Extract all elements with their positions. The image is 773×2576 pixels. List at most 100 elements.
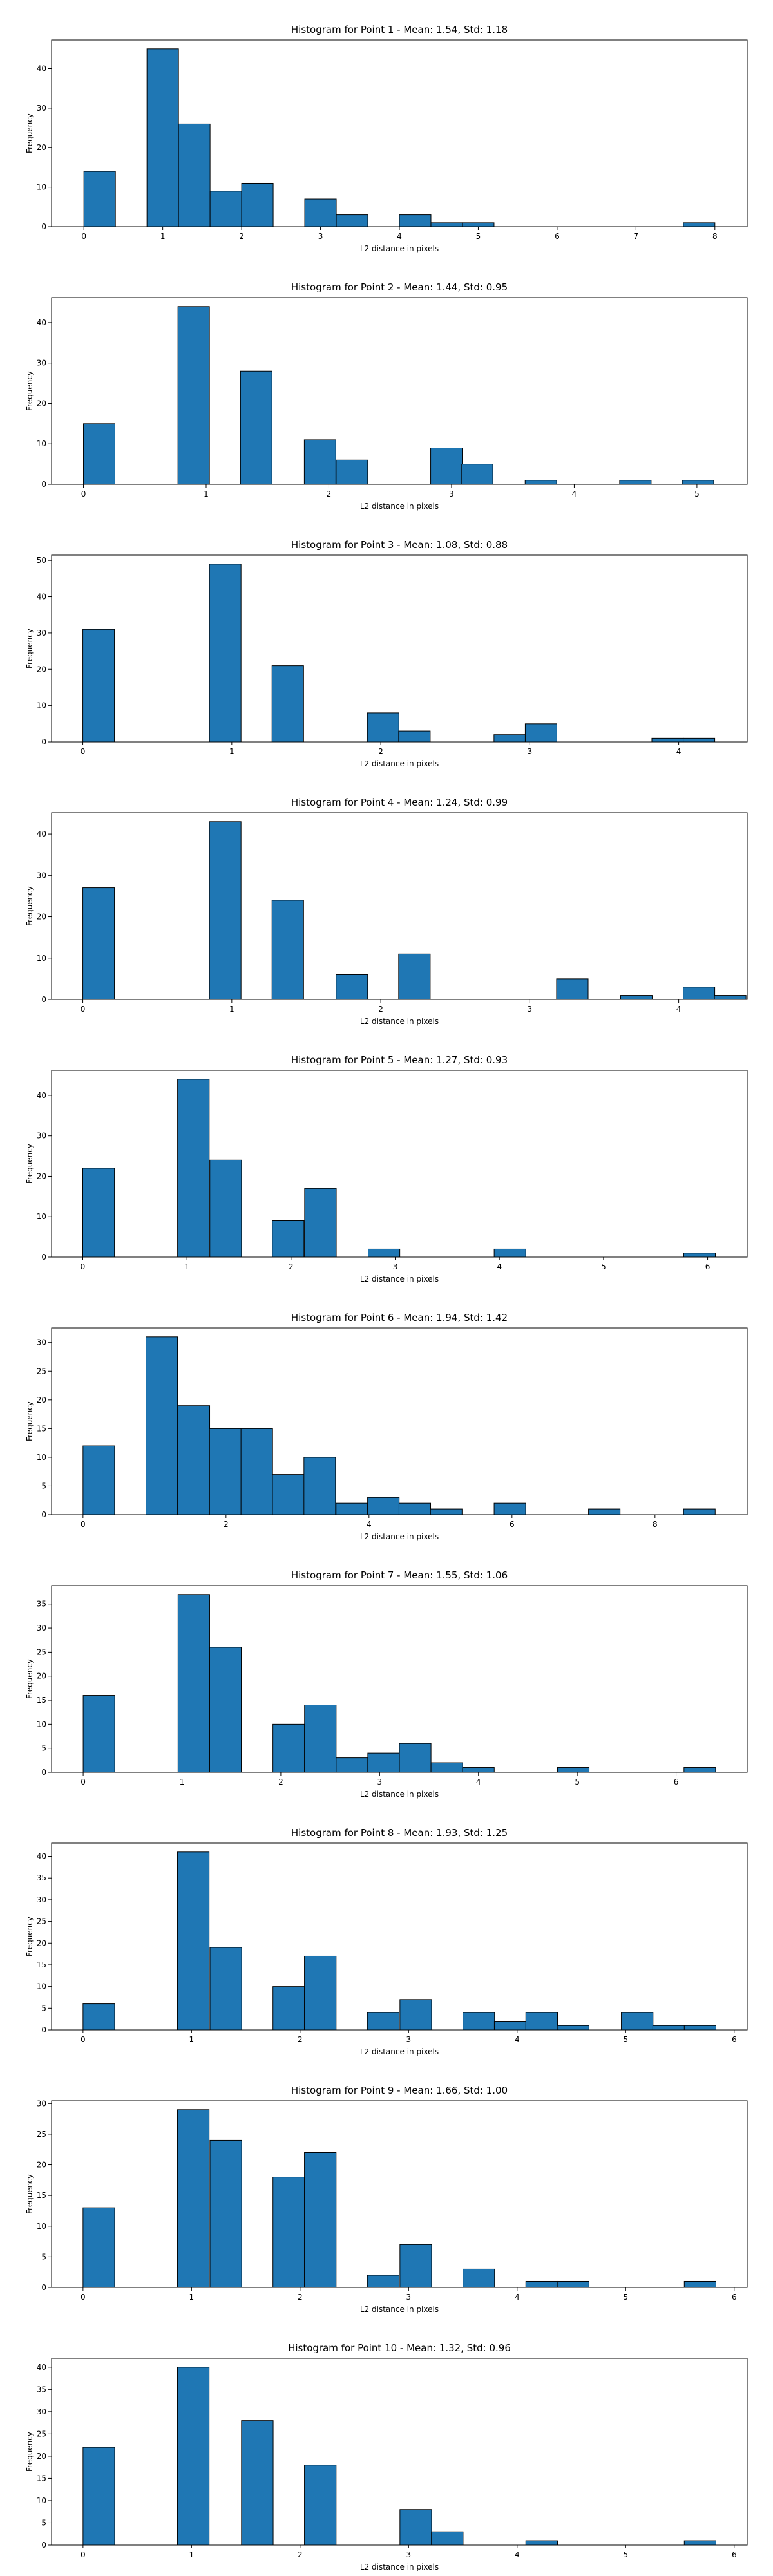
histogram-bar	[82, 1445, 115, 1515]
x-tick-label: 4	[397, 232, 402, 241]
histogram-bar	[82, 1168, 115, 1258]
histogram-bar	[588, 1508, 621, 1515]
y-tick-label: 40	[37, 2363, 46, 2372]
y-tick-label: 10	[37, 701, 46, 710]
histogram-panel-9: 0 1 2 3 4 5 6 0 5 10 15 20 25 30 Histogram for Point 9…	[25, 2085, 748, 2314]
histogram-bar	[367, 1497, 400, 1515]
histogram-bar	[461, 464, 493, 485]
histogram-bar	[209, 1159, 242, 1258]
histogram-bar	[209, 1947, 242, 2031]
histogram-bar	[178, 123, 211, 227]
y-tick-label: 30	[37, 1624, 46, 1633]
x-tick-label: 0	[81, 1777, 86, 1786]
y-axis-label: Frequency	[25, 886, 34, 926]
histogram-bar	[683, 1508, 716, 1515]
y-axis-label: Frequency	[25, 629, 34, 668]
histogram-bar	[463, 2012, 495, 2031]
histogram-bar	[525, 2280, 558, 2288]
x-tick-label: 3	[449, 489, 454, 498]
histogram-panel-6: 0 2 4 6 8 0 5 10 15 20 25 30 Histogram for Point 6 -…	[25, 1312, 748, 1541]
y-tick-label: 15	[37, 1696, 46, 1705]
histogram-bar	[683, 1767, 716, 1773]
histogram-bar	[209, 1428, 242, 1515]
x-axis-label: L2 distance in pixels	[360, 502, 439, 511]
histogram-bar	[272, 1474, 305, 1515]
histogram-panel-8: 0 1 2 3 4 5 6 0 5 10 15 20 25 30 35 40 Histogram for Poi…	[25, 1827, 748, 2056]
y-tick-label: 0	[41, 1768, 46, 1777]
y-axis-label: Frequency	[25, 1659, 34, 1699]
histogram-bar	[209, 191, 242, 227]
histogram-bar	[367, 2012, 399, 2031]
axes-frame	[51, 812, 748, 1000]
histogram-bar	[557, 2025, 589, 2031]
y-axis-label: Frequency	[25, 2174, 34, 2214]
histogram-bar	[272, 1220, 305, 1258]
histogram-bar	[399, 2509, 432, 2546]
histogram-bar	[82, 2207, 115, 2288]
y-tick-label: 15	[37, 2474, 46, 2483]
histogram-bar	[463, 2268, 495, 2288]
histogram-bar	[556, 978, 589, 1000]
chart-title: Histogram for Point 2 - Mean: 1.44, Std:…	[291, 281, 508, 293]
histogram-bar	[462, 222, 495, 227]
histogram-bar	[241, 182, 274, 227]
y-axis-label: Frequency	[25, 1917, 34, 1956]
histogram-panel-5: 0 1 2 3 4 5 6 0 10 20 30 40 Histogram for Point 5 - …	[25, 1054, 748, 1283]
histogram-bar	[209, 564, 242, 743]
chart-title: Histogram for Point 1 - Mean: 1.54, Std:…	[291, 24, 508, 35]
histogram-bar	[304, 1188, 337, 1258]
x-tick-label: 1	[229, 747, 234, 756]
x-axis-label: L2 distance in pixels	[360, 2047, 439, 2056]
histogram-bar	[399, 1743, 432, 1773]
x-axis-label: L2 distance in pixels	[360, 1274, 439, 1283]
histogram-bar	[177, 306, 210, 485]
axes-frame	[51, 1327, 748, 1515]
y-tick-label: 5	[41, 2518, 46, 2527]
histogram-bar	[367, 2275, 399, 2288]
x-tick-label: 0	[81, 747, 86, 756]
histogram-bar	[177, 1594, 210, 1773]
histogram-bar	[209, 2139, 242, 2288]
histogram-bar	[272, 2177, 305, 2288]
y-tick-label: 0	[41, 737, 46, 746]
x-tick-label: 5	[601, 1262, 606, 1271]
x-tick-label: 1	[189, 2035, 195, 2044]
x-tick-label: 4	[476, 1777, 481, 1786]
x-tick-label: 0	[81, 2550, 86, 2559]
histogram-bar	[304, 1705, 337, 1773]
y-tick-label: 15	[37, 1424, 46, 1433]
y-axis-label: Frequency	[25, 1144, 34, 1184]
histogram-bar	[336, 459, 368, 485]
histogram-bar	[367, 1752, 400, 1773]
histogram-bar	[304, 198, 337, 227]
histogram-panel-1: 0 1 2 3 4 5 6 7 8 0 10 20 30 40 Histogram for Point 1 …	[25, 24, 748, 253]
y-tick-label: 20	[37, 1672, 46, 1681]
histogram-bar	[83, 423, 115, 485]
histogram-bar	[557, 2280, 589, 2288]
chart-title: Histogram for Point 3 - Mean: 1.08, Std:…	[291, 539, 508, 551]
histogram-bar	[177, 2109, 210, 2288]
x-tick-label: 4	[367, 1520, 372, 1529]
x-tick-label: 5	[694, 489, 700, 498]
histogram-bar	[146, 48, 179, 227]
y-tick-label: 20	[37, 1171, 46, 1180]
y-tick-label: 25	[37, 2130, 46, 2139]
histogram-panel-10: 0 1 2 3 4 5 6 0 5 10 15 20 25 30 35 40 Histogram for Poi…	[25, 2342, 748, 2571]
x-axis-label: L2 distance in pixels	[360, 2305, 439, 2314]
y-tick-label: 5	[41, 1744, 46, 1753]
x-tick-label: 7	[634, 232, 639, 241]
histogram-bar	[303, 1457, 336, 1515]
y-tick-label: 0	[41, 480, 46, 489]
y-tick-label: 0	[41, 1253, 46, 1262]
y-tick-label: 40	[37, 1091, 46, 1100]
histogram-bar	[241, 2420, 274, 2546]
histogram-bar	[82, 1695, 115, 1773]
histogram-bar	[683, 987, 716, 1000]
histogram-bar	[209, 821, 242, 1000]
histogram-bar	[493, 1248, 526, 1258]
x-tick-label: 3	[377, 1777, 382, 1786]
x-axis-label: L2 distance in pixels	[360, 759, 439, 768]
histogram-bar	[368, 1248, 401, 1258]
x-tick-label: 1	[204, 489, 209, 498]
